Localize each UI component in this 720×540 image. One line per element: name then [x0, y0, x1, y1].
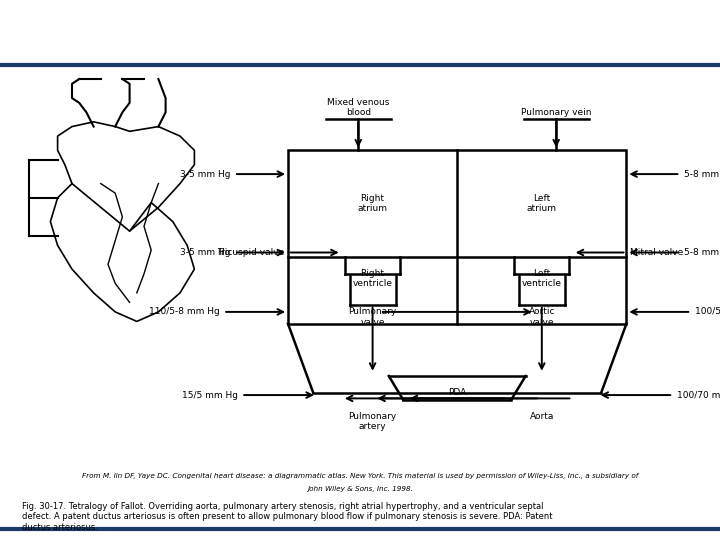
Text: Right
ventricle: Right ventricle: [353, 269, 392, 288]
Text: Pulmonary vein: Pulmonary vein: [521, 108, 591, 117]
Text: Tetralogy of Fallot: Tetralogy of Fallot: [204, 18, 516, 47]
Text: Tricuspid valve: Tricuspid valve: [217, 248, 284, 257]
Text: 5-8 mm Hg: 5-8 mm Hg: [684, 170, 720, 179]
Text: Left
ventricle: Left ventricle: [522, 269, 562, 288]
Text: Aortic
valve: Aortic valve: [528, 307, 555, 327]
Text: Left
atrium: Left atrium: [527, 194, 557, 213]
Text: Fig. 30-17. Tetralogy of Fallot. Overriding aorta, pulmonary artery stenosis, ri: Fig. 30-17. Tetralogy of Fallot. Overrid…: [22, 502, 552, 532]
Text: John Wiley & Sons, Inc. 1998.: John Wiley & Sons, Inc. 1998.: [307, 486, 413, 492]
Text: 110/5-8 mm Hg: 110/5-8 mm Hg: [149, 307, 220, 316]
Text: 3-5 mm Hg: 3-5 mm Hg: [180, 248, 230, 257]
Text: 3-5 mm Hg: 3-5 mm Hg: [180, 170, 230, 179]
Text: Mixed venous
blood: Mixed venous blood: [327, 98, 390, 117]
Text: From M. lin DF, Yaye DC. Congenital heart disease: a diagrammatic atlas. New Yor: From M. lin DF, Yaye DC. Congenital hear…: [82, 473, 638, 479]
Text: Right
atrium: Right atrium: [358, 194, 387, 213]
Text: Mitral valve: Mitral valve: [630, 248, 683, 257]
Text: Pulmonary
artery: Pulmonary artery: [348, 411, 397, 431]
Text: Aorta: Aorta: [530, 411, 554, 421]
Text: 100/5-8 mm Hg: 100/5-8 mm Hg: [695, 307, 720, 316]
Text: PDA: PDA: [448, 388, 467, 397]
Text: 100/70 mm Hg: 100/70 mm Hg: [677, 390, 720, 400]
Text: 5-8 mm Hg: 5-8 mm Hg: [684, 248, 720, 257]
Text: Pulmonary
valve: Pulmonary valve: [348, 307, 397, 327]
Text: 15/5 mm Hg: 15/5 mm Hg: [181, 390, 238, 400]
